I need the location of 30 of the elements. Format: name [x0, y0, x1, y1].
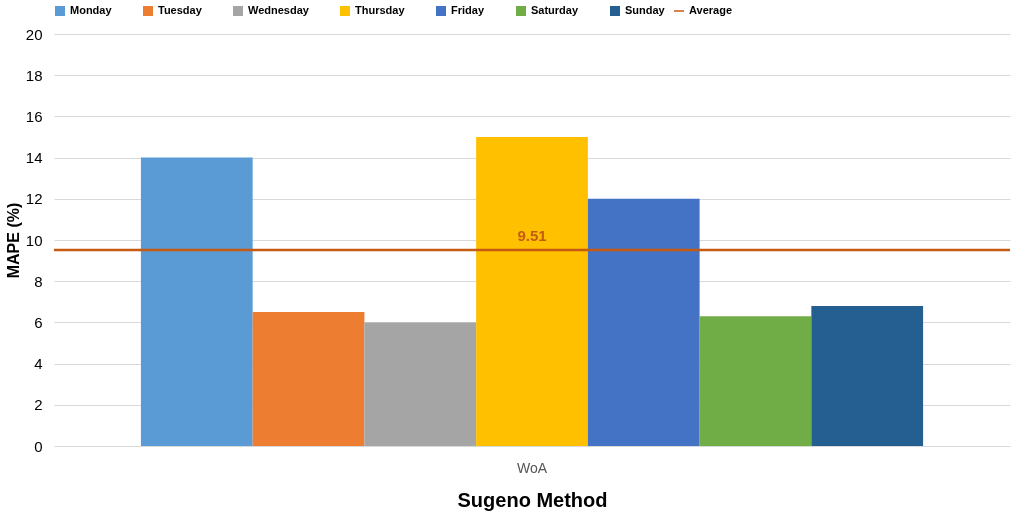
bar [699, 316, 812, 446]
y-tick-label: 10 [25, 231, 43, 249]
y-tick-label: 6 [34, 313, 43, 331]
legend-label: Thursday [355, 4, 406, 16]
x-tick-label: WoA [516, 459, 548, 476]
y-tick-label: 0 [34, 437, 43, 455]
y-tick-label: 12 [25, 190, 43, 208]
legend-label: Wednesday [248, 4, 310, 16]
annotation: 9.51 [517, 227, 547, 245]
y-tick-label: 16 [25, 107, 43, 125]
legend-label: Friday [451, 4, 485, 16]
bar [811, 305, 924, 446]
legend-label: Monday [70, 4, 113, 16]
legend-label: Tuesday [158, 4, 203, 16]
y-tick-label: 4 [34, 355, 43, 373]
x-axis-title: Sugeno Method [457, 488, 608, 511]
y-tick-label: 20 [25, 25, 43, 43]
legend-label: Sunday [625, 4, 666, 16]
bar [140, 157, 253, 446]
bar [252, 312, 365, 446]
bar [587, 198, 700, 446]
legend-label: Average [689, 4, 733, 16]
bar [476, 137, 588, 446]
bar [364, 322, 477, 446]
y-axis-title: MAPE (%) [4, 202, 22, 279]
y-tick-label: 18 [25, 66, 43, 84]
legend-label: Saturday [531, 4, 579, 16]
y-tick-label: 2 [34, 396, 43, 414]
y-tick-label: 14 [25, 149, 43, 167]
y-tick-label: 8 [34, 272, 43, 290]
